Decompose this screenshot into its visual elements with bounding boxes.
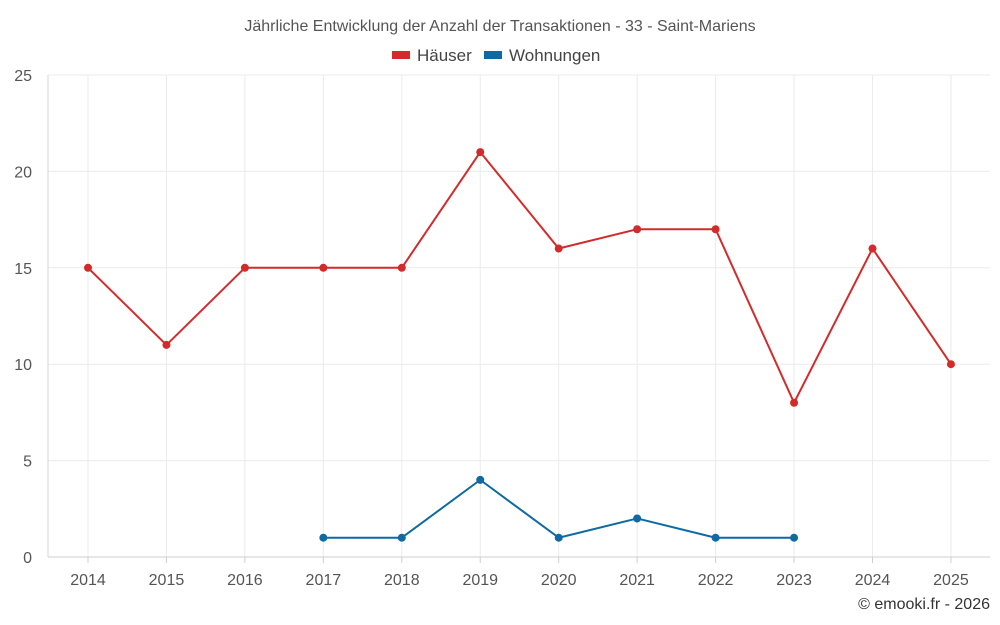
- x-tick-label-2025: 2025: [933, 572, 969, 589]
- data-point-haeuser-2018[interactable]: [397, 263, 406, 272]
- legend-label-haeuser[interactable]: Häuser: [417, 46, 472, 65]
- x-tick-label-2022: 2022: [698, 572, 734, 589]
- data-point-wohnungen-2019[interactable]: [476, 475, 485, 484]
- gridlines: [48, 74, 990, 558]
- x-tick-label-2018: 2018: [384, 572, 420, 589]
- legend-label-wohnungen[interactable]: Wohnungen: [509, 46, 600, 65]
- y-tick-label: 15: [14, 261, 32, 278]
- data-point-haeuser-2023[interactable]: [790, 398, 799, 407]
- x-tick-label-2024: 2024: [855, 572, 891, 589]
- data-point-haeuser-2019[interactable]: [476, 148, 485, 157]
- series: [84, 148, 955, 542]
- y-tick-label: 0: [23, 550, 32, 567]
- x-tick-label-2020: 2020: [541, 572, 577, 589]
- y-tick-label: 25: [14, 68, 32, 85]
- x-tick-label-2014: 2014: [70, 572, 106, 589]
- credit-text: © emooki.fr - 2026: [858, 596, 990, 613]
- y-tick-label: 5: [23, 454, 32, 471]
- data-point-wohnungen-2021[interactable]: [633, 514, 642, 523]
- x-tick-label-2023: 2023: [776, 572, 812, 589]
- data-point-haeuser-2020[interactable]: [554, 244, 563, 253]
- series-line-haeuser: [87, 151, 952, 404]
- data-point-haeuser-2014[interactable]: [84, 263, 92, 272]
- data-point-haeuser-2024[interactable]: [868, 244, 877, 253]
- x-tick-label-2019: 2019: [462, 572, 498, 589]
- data-point-wohnungen-2022[interactable]: [711, 533, 720, 542]
- data-point-haeuser-2015[interactable]: [162, 340, 171, 349]
- legend-swatch-wohnungen: [484, 51, 502, 59]
- data-point-haeuser-2022[interactable]: [711, 225, 720, 234]
- chart-title: Jährliche Entwicklung der Anzahl der Tra…: [244, 18, 755, 35]
- x-tick-label-2017: 2017: [306, 572, 342, 589]
- data-point-wohnungen-2018[interactable]: [397, 533, 406, 542]
- y-tick-label: 20: [14, 164, 32, 181]
- y-tick-label: 10: [14, 357, 32, 374]
- data-point-haeuser-2021[interactable]: [633, 225, 642, 234]
- data-point-wohnungen-2020[interactable]: [554, 533, 563, 542]
- x-tick-label-2021: 2021: [619, 572, 655, 589]
- data-point-haeuser-2017[interactable]: [319, 263, 328, 272]
- legend: Häuser Wohnungen: [392, 46, 600, 65]
- data-point-wohnungen-2023[interactable]: [790, 533, 799, 542]
- data-point-wohnungen-2017[interactable]: [319, 533, 328, 542]
- x-tick-label-2015: 2015: [149, 572, 185, 589]
- data-point-haeuser-2025[interactable]: [946, 360, 955, 369]
- data-point-haeuser-2016[interactable]: [240, 263, 249, 272]
- legend-swatch-haeuser: [392, 51, 410, 59]
- x-tick-label-2016: 2016: [227, 572, 263, 589]
